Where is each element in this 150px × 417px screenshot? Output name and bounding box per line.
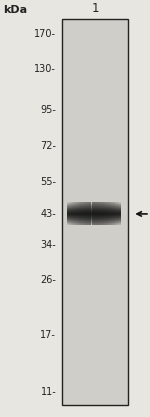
Bar <box>98 203 100 225</box>
Bar <box>62 19 128 405</box>
Text: 17-: 17- <box>40 330 56 340</box>
Bar <box>85 203 86 225</box>
Bar <box>119 203 121 225</box>
Bar <box>79 203 80 225</box>
Bar <box>90 203 91 225</box>
Text: 34-: 34- <box>40 240 56 250</box>
Bar <box>114 203 115 225</box>
Text: 72-: 72- <box>40 141 56 151</box>
Text: 130-: 130- <box>34 64 56 74</box>
Bar <box>86 203 87 225</box>
Bar <box>94 203 96 225</box>
Bar <box>103 203 104 225</box>
Bar <box>89 203 90 225</box>
Text: 43-: 43- <box>40 209 56 219</box>
Text: kDa: kDa <box>4 5 28 15</box>
Bar <box>100 203 101 225</box>
Bar <box>93 203 94 225</box>
Text: 55-: 55- <box>40 177 56 187</box>
Bar <box>96 203 97 225</box>
Bar <box>83 203 85 225</box>
Bar <box>117 203 118 225</box>
Bar <box>72 203 74 225</box>
Bar <box>110 203 111 225</box>
Bar <box>105 203 107 225</box>
Bar <box>75 203 76 225</box>
Bar <box>76 203 78 225</box>
Bar <box>108 203 109 225</box>
Bar <box>87 203 89 225</box>
Bar <box>92 203 93 225</box>
Bar <box>82 203 83 225</box>
Bar <box>101 203 103 225</box>
Text: 11-: 11- <box>40 387 56 397</box>
Bar <box>115 203 116 225</box>
Bar <box>74 203 75 225</box>
Bar <box>118 203 119 225</box>
Bar <box>97 203 98 225</box>
Text: 95-: 95- <box>40 105 56 115</box>
Bar <box>68 203 69 225</box>
Bar <box>112 203 114 225</box>
Text: 170-: 170- <box>34 29 56 39</box>
Bar <box>66 203 68 225</box>
Bar <box>78 203 79 225</box>
Bar <box>104 203 105 225</box>
Text: 1: 1 <box>91 2 99 15</box>
Bar <box>121 203 122 225</box>
Text: 26-: 26- <box>40 275 56 285</box>
Bar <box>107 203 108 225</box>
Bar <box>111 203 112 225</box>
Bar <box>80 203 82 225</box>
Bar <box>71 203 72 225</box>
Bar <box>69 203 71 225</box>
